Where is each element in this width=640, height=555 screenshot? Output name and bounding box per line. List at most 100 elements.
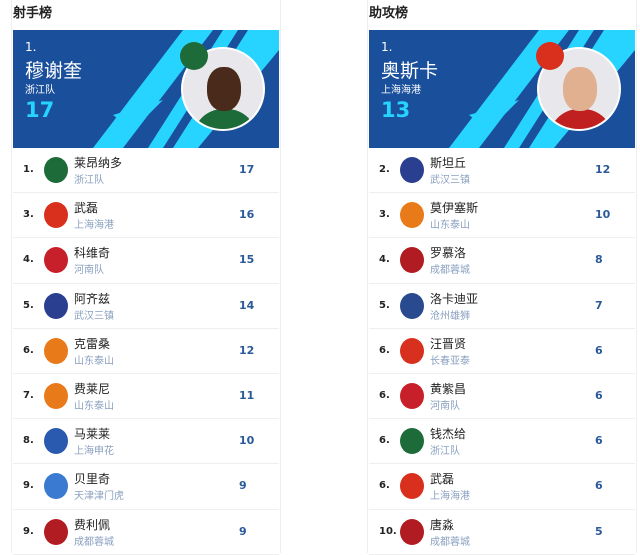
list-item[interactable]: 6. 武磊 上海海港 6 [369, 464, 635, 510]
list-item[interactable]: 7. 费莱尼 山东泰山 11 [13, 374, 279, 420]
list-item[interactable]: 6. 钱杰给 浙江队 6 [369, 419, 635, 465]
player-name[interactable]: 武磊 [74, 201, 99, 216]
leader-card[interactable]: 1. 穆谢奎 浙江队 17 [13, 30, 279, 148]
stat-value: 14 [239, 298, 255, 312]
player-name[interactable]: 斯坦丘 [430, 156, 467, 170]
list-item[interactable]: 5. 阿齐兹 武汉三镇 14 [13, 284, 279, 329]
leader-name: 穆谢奎 [25, 60, 83, 82]
team-name: 成都蓉城 [430, 536, 470, 548]
team-logo-icon [44, 337, 68, 364]
leader-rank: 1. [25, 40, 37, 54]
team-name: 沧州雄狮 [430, 310, 470, 322]
player-name[interactable]: 钱杰给 [430, 427, 467, 442]
team-logo-icon [44, 157, 68, 183]
stat-value: 5 [595, 524, 603, 538]
list-item[interactable]: 4. 科维奇 河南队 15 [13, 238, 279, 284]
player-name[interactable]: 阿齐兹 [74, 291, 111, 306]
leader-value: 17 [25, 98, 55, 122]
stat-value: 15 [239, 253, 255, 267]
player-name[interactable]: 科维奇 [74, 246, 111, 261]
ranking-list: 2. 斯坦丘 武汉三镇 12 3. 莫伊塞斯 山东泰山 10 4. 罗慕洛 成都… [369, 148, 635, 555]
rank: 1. [23, 164, 34, 175]
player-name[interactable]: 贝里奇 [74, 472, 111, 487]
team-logo-icon [44, 247, 68, 274]
leader-card[interactable]: 1. 奥斯卡 上海海港 13 [369, 30, 635, 148]
panel-frame [367, 0, 637, 553]
list-item[interactable]: 4. 罗慕洛 成都蓉城 8 [369, 238, 635, 284]
player-name[interactable]: 莱昂纳多 [74, 156, 123, 170]
rank: 8. [23, 435, 34, 447]
player-name[interactable]: 克雷桑 [74, 336, 111, 351]
player-name[interactable]: 莫伊塞斯 [430, 201, 479, 216]
team-logo-icon [44, 473, 68, 500]
team-name: 山东泰山 [74, 400, 114, 412]
rank: 4. [379, 254, 390, 266]
stat-value: 8 [595, 253, 603, 267]
player-name[interactable]: 黄紫昌 [430, 381, 467, 396]
rank: 9. [23, 480, 34, 492]
player-photo [537, 47, 621, 131]
list-item[interactable]: 2. 斯坦丘 武汉三镇 12 [369, 148, 635, 194]
rank: 4. [23, 254, 34, 266]
stat-value: 6 [595, 479, 603, 493]
player-name[interactable]: 汪晋贤 [430, 336, 467, 351]
player-name[interactable]: 洛卡迪亚 [430, 291, 479, 306]
team-name: 上海海港 [430, 491, 470, 503]
team-name: 浙江队 [430, 446, 460, 458]
player-name[interactable]: 费莱尼 [74, 381, 111, 396]
rank: 10. [379, 525, 397, 537]
stat-value: 7 [595, 298, 603, 312]
rank: 5. [379, 299, 390, 311]
rank: 9. [23, 525, 34, 537]
list-item[interactable]: 6. 克雷桑 山东泰山 12 [13, 329, 279, 374]
list-item[interactable]: 9. 贝里奇 天津津门虎 9 [13, 464, 279, 510]
rank: 5. [23, 299, 34, 311]
leader-value: 13 [381, 98, 411, 122]
team-logo-icon [44, 518, 68, 545]
list-item[interactable]: 3. 武磊 上海海港 16 [13, 193, 279, 239]
stat-value: 9 [239, 524, 247, 538]
stat-value: 16 [239, 208, 255, 222]
list-item[interactable]: 5. 洛卡迪亚 沧州雄狮 7 [369, 284, 635, 329]
list-item[interactable]: 6. 黄紫昌 河南队 6 [369, 374, 635, 420]
team-logo-icon [44, 382, 68, 409]
list-item[interactable]: 8. 马莱莱 上海申花 10 [13, 419, 279, 465]
panel-frame [11, 0, 281, 553]
panel-title: 射手榜 [13, 6, 53, 21]
list-item[interactable]: 1. 莱昂纳多 浙江队 17 [13, 148, 279, 194]
stat-value: 6 [595, 388, 603, 402]
stat-value: 17 [239, 163, 255, 176]
team-logo-icon [400, 247, 424, 274]
stat-value: 12 [595, 163, 611, 176]
rank: 6. [379, 480, 390, 492]
team-name: 河南队 [430, 400, 460, 412]
team-logo-icon [400, 428, 424, 455]
rank: 7. [23, 389, 34, 401]
stat-value: 9 [239, 479, 247, 493]
rank: 3. [379, 209, 390, 221]
player-name[interactable]: 费利佩 [74, 517, 111, 532]
player-name[interactable]: 罗慕洛 [430, 246, 467, 261]
stat-value: 10 [595, 208, 611, 222]
team-name: 长春亚泰 [430, 355, 470, 367]
list-item[interactable]: 9. 费利佩 成都蓉城 9 [13, 510, 279, 555]
team-logo-icon [400, 157, 424, 183]
stat-value: 6 [595, 434, 603, 448]
list-item[interactable]: 6. 汪晋贤 长春亚泰 6 [369, 329, 635, 374]
player-name[interactable]: 马莱莱 [74, 427, 111, 442]
rank: 6. [379, 389, 390, 401]
team-name: 成都蓉城 [430, 265, 470, 277]
team-logo-icon [536, 42, 564, 70]
list-item[interactable]: 10. 唐淼 成都蓉城 5 [369, 510, 635, 555]
player-name[interactable]: 武磊 [430, 472, 455, 487]
list-item[interactable]: 3. 莫伊塞斯 山东泰山 10 [369, 193, 635, 239]
player-name[interactable]: 唐淼 [430, 517, 455, 532]
ranking-list: 1. 莱昂纳多 浙江队 17 3. 武磊 上海海港 16 4. 科维奇 河南队 … [13, 148, 279, 555]
team-logo-icon [400, 337, 424, 364]
panel-title: 助攻榜 [369, 6, 409, 21]
team-name: 武汉三镇 [430, 175, 470, 186]
leader-team: 浙江队 [25, 85, 55, 96]
team-name: 山东泰山 [74, 355, 114, 367]
team-logo-icon [400, 518, 424, 545]
team-logo-icon [400, 292, 424, 319]
